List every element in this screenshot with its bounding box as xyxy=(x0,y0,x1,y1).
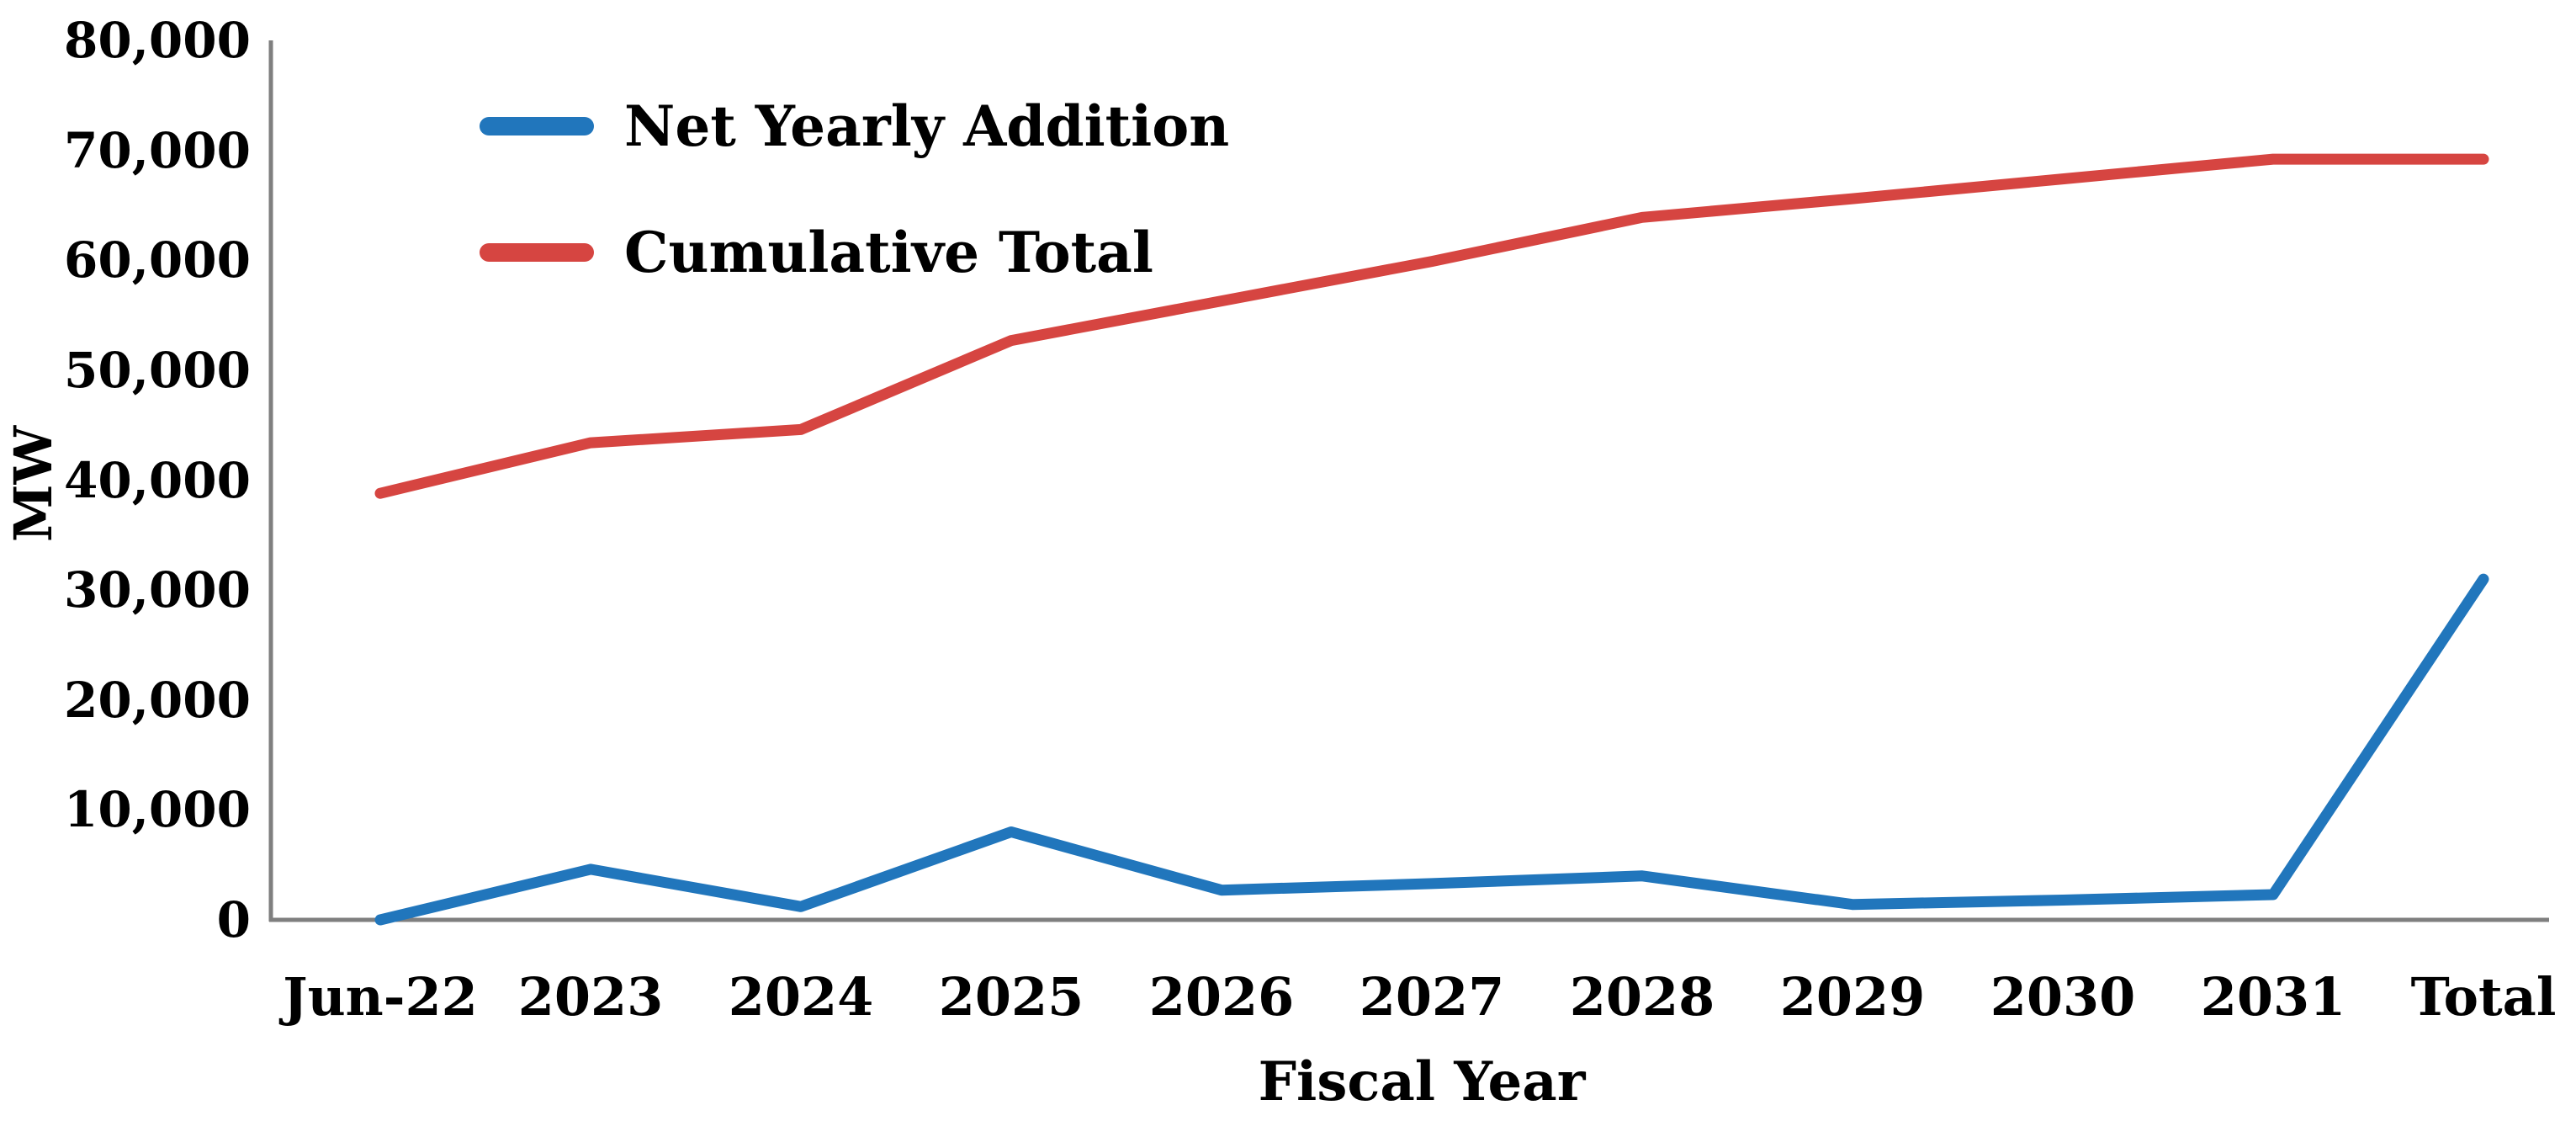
x-category-label: 2028 xyxy=(1569,966,1715,1028)
y-tick-label: 40,000 xyxy=(64,451,251,509)
x-category-label: 2031 xyxy=(2200,966,2346,1028)
x-category-label: 2024 xyxy=(728,966,874,1028)
legend-swatch-net-yearly-addition xyxy=(480,117,594,135)
legend-swatch-cumulative-total xyxy=(480,243,594,262)
y-tick-label: 80,000 xyxy=(64,12,251,69)
legend-label-cumulative-total: Cumulative Total xyxy=(624,220,1153,285)
legend-label-net-yearly-addition: Net Yearly Addition xyxy=(624,93,1230,159)
net-yearly-addition-line xyxy=(374,573,2489,926)
x-category-label: 2023 xyxy=(517,966,664,1028)
x-category-label: 2026 xyxy=(1148,966,1295,1028)
x-category-label: Jun-22 xyxy=(283,966,478,1028)
x-category-label: 2030 xyxy=(1990,966,2136,1028)
y-tick-label: 60,000 xyxy=(64,231,251,290)
y-tick-label: 70,000 xyxy=(64,121,251,179)
x-category-label: 2029 xyxy=(1779,966,1926,1028)
y-tick-label: 50,000 xyxy=(64,341,251,399)
y-tick-label: 20,000 xyxy=(64,671,251,729)
x-category-label: 2025 xyxy=(938,966,1084,1028)
x-category-label: 2027 xyxy=(1359,966,1505,1028)
y-tick-label: 10,000 xyxy=(64,781,251,839)
y-axis-title: MW xyxy=(3,425,64,543)
y-tick-label: 30,000 xyxy=(64,561,251,619)
x-category-label: Total xyxy=(2410,966,2557,1028)
y-tick-label: 0 xyxy=(216,891,251,948)
cumulative-total-line xyxy=(374,153,2489,499)
x-axis-title: Fiscal Year xyxy=(1258,1050,1586,1113)
